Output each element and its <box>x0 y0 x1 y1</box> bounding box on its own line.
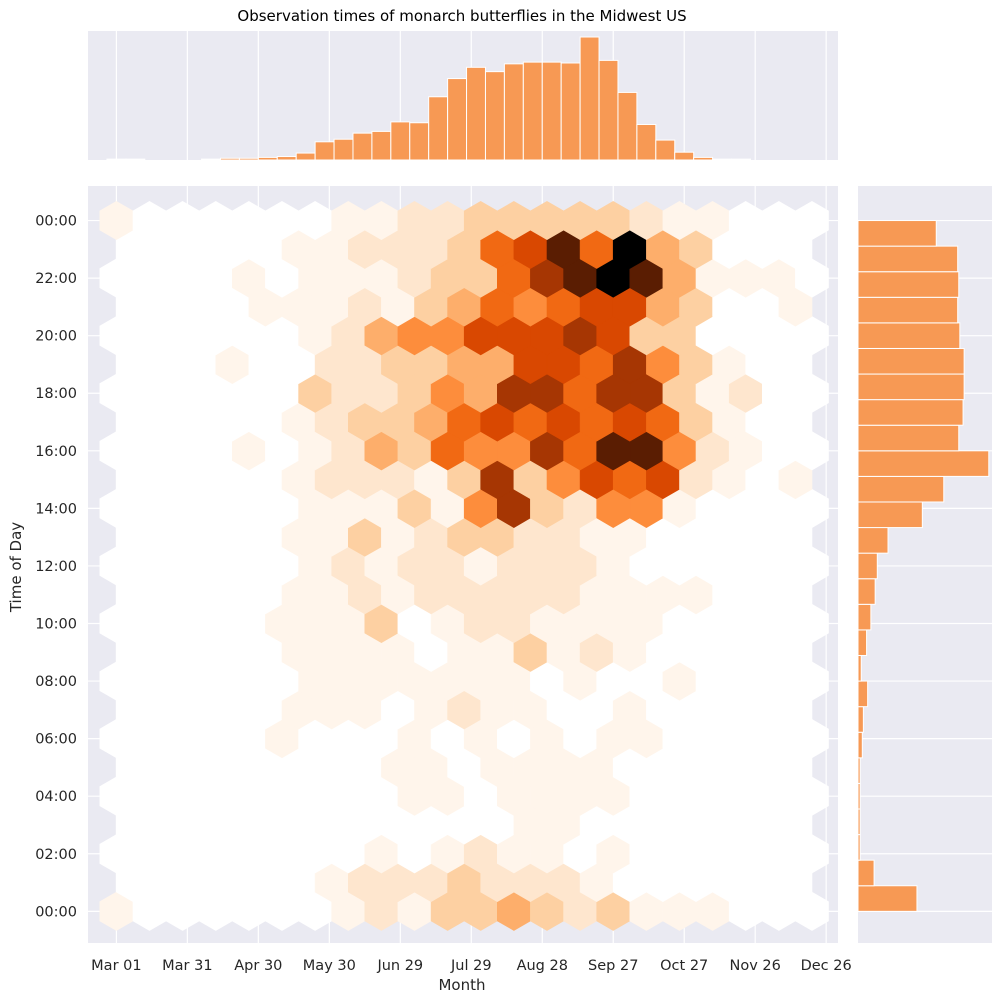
histogram-bar <box>857 578 876 605</box>
histogram-bar <box>857 629 868 656</box>
y-tick-label: 00:00 <box>35 904 77 920</box>
x-tick-label: Sep 27 <box>588 958 638 974</box>
hexbin-plot-area <box>88 186 838 943</box>
y-tick-label: 12:00 <box>35 559 77 575</box>
top-histogram-bars <box>106 36 751 161</box>
histogram-bar <box>857 527 889 554</box>
histogram-bar <box>857 322 961 349</box>
histogram-bar <box>857 296 959 324</box>
x-tick-label: Apr 30 <box>234 958 282 974</box>
histogram-bar <box>314 141 335 161</box>
y-tick-label: 10:00 <box>35 617 77 633</box>
histogram-bar <box>857 808 861 836</box>
chart-title: Observation times of monarch butterflies… <box>237 7 686 25</box>
histogram-bar <box>857 552 878 580</box>
histogram-bar <box>712 158 733 161</box>
histogram-bar <box>466 66 486 161</box>
histogram-bar <box>857 271 960 298</box>
histogram-bar <box>352 132 373 161</box>
histogram-bar <box>857 859 875 887</box>
y-tick-label: 18:00 <box>35 386 77 402</box>
y-tick-label: 04:00 <box>35 789 77 805</box>
histogram-bar <box>857 424 960 452</box>
histogram-bar <box>636 123 657 161</box>
hexbin-cell <box>795 201 829 241</box>
histogram-bar <box>857 373 965 401</box>
x-axis-label: Month <box>438 976 485 994</box>
histogram-bar <box>598 59 619 161</box>
x-tick-label: Jul 29 <box>450 958 492 974</box>
histogram-bar <box>857 450 990 477</box>
right-histogram-bars <box>857 220 990 912</box>
histogram-bar <box>857 680 869 708</box>
histogram-bar <box>219 157 240 161</box>
x-tick-label: Mar 31 <box>162 958 212 974</box>
histogram-bar <box>857 603 872 631</box>
histogram-bar <box>857 757 861 784</box>
x-tick-label: Jun 29 <box>376 958 423 974</box>
histogram-bar <box>857 399 964 426</box>
histogram-bar <box>484 71 505 161</box>
histogram-bar <box>857 706 864 733</box>
y-tick-label: 14:00 <box>35 501 77 517</box>
top-histogram-gridlines <box>115 31 827 160</box>
y-tick-label: 16:00 <box>35 444 77 460</box>
histogram-bar <box>201 158 221 161</box>
histogram-bar <box>857 782 861 810</box>
x-axis-ticks: Mar 01 Mar 31 Apr 30 May 30 Jun 29 Jul 29 Aug … <box>91 958 852 974</box>
histogram-bar <box>106 158 127 161</box>
y-tick-label: 08:00 <box>35 674 77 690</box>
y-axis-label: Time of Day <box>7 522 25 613</box>
histogram-bar <box>390 121 411 161</box>
histogram-bar <box>857 501 923 529</box>
y-tick-label: 20:00 <box>35 329 77 345</box>
histogram-bar <box>238 157 259 161</box>
histogram-bar <box>617 91 638 161</box>
histogram-bar <box>857 834 861 861</box>
histogram-bar <box>409 122 430 161</box>
histogram-bar <box>371 130 392 161</box>
histogram-bar <box>857 654 862 682</box>
y-tick-label: 00:00 <box>35 214 77 230</box>
y-tick-label: 02:00 <box>35 847 77 863</box>
histogram-bar <box>276 156 297 161</box>
x-tick-label: Mar 01 <box>91 958 141 974</box>
histogram-bar <box>447 78 468 161</box>
histogram-bar <box>857 347 965 375</box>
histogram-bar <box>541 61 562 161</box>
top-marginal-histogram <box>88 31 838 161</box>
right-marginal-histogram <box>857 186 992 943</box>
histogram-bar <box>693 156 714 161</box>
histogram-bar <box>579 36 600 161</box>
y-axis-ticks: 00:00 02:00 04:00 06:00 08:00 10:00 12:00 14:00… <box>35 214 77 921</box>
x-tick-label: Aug 28 <box>517 958 568 974</box>
histogram-bar <box>522 61 543 161</box>
histogram-bar <box>857 731 863 759</box>
histogram-bar <box>125 158 146 161</box>
histogram-bar <box>333 138 354 161</box>
histogram-bar <box>674 151 695 161</box>
x-tick-label: May 30 <box>303 958 356 974</box>
y-tick-label: 22:00 <box>35 271 77 287</box>
histogram-bar <box>857 220 937 247</box>
x-tick-label: Nov 26 <box>730 958 781 974</box>
x-tick-label: Oct 27 <box>660 958 708 974</box>
histogram-bar <box>295 152 316 161</box>
histogram-bar <box>428 96 449 161</box>
hexbin-cells <box>99 201 829 931</box>
histogram-bar <box>503 63 524 161</box>
histogram-bar <box>257 156 278 161</box>
histogram-bar <box>731 158 751 161</box>
x-tick-label: Dec 26 <box>801 958 852 974</box>
histogram-bar <box>857 245 959 273</box>
y-tick-label: 06:00 <box>35 732 77 748</box>
histogram-bar <box>560 62 581 161</box>
histogram-bar <box>857 885 918 912</box>
histogram-bar <box>655 139 676 161</box>
histogram-bar <box>857 475 945 503</box>
